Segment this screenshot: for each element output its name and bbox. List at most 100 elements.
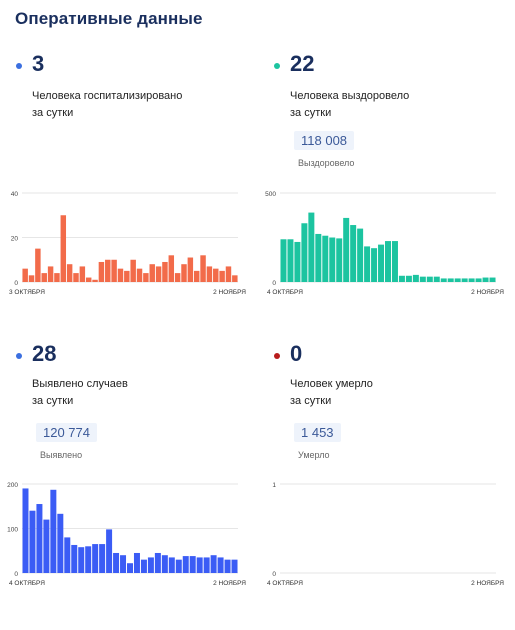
cases-bar <box>64 537 71 573</box>
hosp-bar <box>162 261 168 282</box>
cases-bar <box>161 555 168 573</box>
cases-bar <box>224 559 231 573</box>
cases-bar <box>133 552 140 573</box>
hosp-bar <box>79 266 86 282</box>
hosp-bar <box>124 270 130 282</box>
hosp-bar <box>143 273 149 282</box>
hosp-bar <box>187 257 194 282</box>
hosp-ytick-label: 40 <box>11 191 19 198</box>
cases-desc-line2: за сутки <box>32 395 74 407</box>
deaths-ytick-label: 1 <box>272 482 276 489</box>
recovered-bar <box>433 276 440 282</box>
recovered-dot <box>274 63 280 69</box>
hosp-bar <box>111 259 117 282</box>
cases-ytick-label: 0 <box>14 571 18 578</box>
cases-bar <box>168 557 175 573</box>
recovered-bar <box>294 241 301 282</box>
cases-bar <box>182 556 189 573</box>
deaths-total-label: Умерло <box>298 450 330 460</box>
hosp-bar <box>98 261 105 282</box>
hosp-ytick-label: 0 <box>14 280 18 287</box>
cases-bar <box>113 552 120 573</box>
cases-bar <box>196 557 203 573</box>
hosp-desc: Человека госпитализировано за сутки <box>32 88 252 122</box>
page-title: Оперативные данные <box>15 9 203 28</box>
cases-bar <box>85 546 92 573</box>
cases-bar <box>92 544 99 573</box>
cases-bar <box>210 555 217 573</box>
recovered-bar <box>475 278 482 282</box>
hosp-bar <box>206 266 213 282</box>
hosp-bar <box>35 248 41 282</box>
recovered-bar <box>378 244 385 282</box>
hosp-ytick-label: 20 <box>11 236 19 243</box>
cases-value: 28 <box>32 341 57 366</box>
recovered-bar <box>343 217 350 282</box>
cases-desc: Выявлено случаев за сутки <box>32 376 252 410</box>
recovered-bar <box>308 212 315 282</box>
recovered-chart: 0 500 4 ОКТЯБРЯ 2 НОЯБРЯ <box>265 191 504 296</box>
cases-bar <box>127 563 133 573</box>
recovered-bar <box>419 276 426 282</box>
recovered-bar <box>301 223 308 282</box>
deaths-desc: Человек умерло за сутки <box>290 376 510 410</box>
cases-panel: 28 Выявлено случаев за сутки 120 774 Выя… <box>0 330 250 630</box>
cases-bar <box>140 559 147 573</box>
deaths-value: 0 <box>290 341 303 366</box>
cases-bar <box>36 504 43 573</box>
recovered-bar <box>405 275 412 282</box>
recovered-x-start-label: 4 ОКТЯБРЯ <box>267 289 303 296</box>
cases-x-end-label: 2 НОЯБРЯ <box>213 580 246 587</box>
recovered-bar <box>391 241 398 282</box>
recovered-bar <box>461 278 468 282</box>
hosp-bar <box>117 268 124 282</box>
hosp-bar <box>193 270 200 282</box>
recovered-bar <box>426 276 433 282</box>
hosp-bar <box>130 259 136 282</box>
hosp-bar <box>149 264 155 282</box>
hosp-bar <box>92 279 98 282</box>
hosp-chart: 0 20 40 3 ОКТЯБРЯ 2 НОЯБРЯ <box>9 191 246 296</box>
cases-x-start-label: 4 ОКТЯБРЯ <box>9 580 45 587</box>
cases-bar <box>22 488 29 573</box>
hosp-x-start-label: 3 ОКТЯБРЯ <box>9 289 45 296</box>
hosp-bar <box>155 266 162 282</box>
deaths-ytick-label: 0 <box>272 571 276 578</box>
recovered-x-end-label: 2 НОЯБРЯ <box>471 289 504 296</box>
hosp-bar <box>60 215 67 282</box>
cases-total-label: Выявлено <box>40 450 83 460</box>
hosp-bar <box>181 264 187 282</box>
cases-bar <box>147 557 154 573</box>
cases-bar <box>57 513 64 573</box>
hosp-desc-line2: за сутки <box>32 107 74 119</box>
recovered-bar <box>398 275 405 282</box>
cases-bar <box>29 510 36 573</box>
hosp-bar <box>73 273 79 282</box>
cases-bar <box>217 557 224 573</box>
hosp-bar <box>168 255 175 282</box>
cases-bar <box>99 544 106 573</box>
hosp-x-end-label: 2 НОЯБРЯ <box>213 289 246 296</box>
cases-bar <box>231 559 238 573</box>
hosp-dot <box>16 63 22 69</box>
deaths-chart: 0 1 4 ОКТЯБРЯ 2 НОЯБРЯ <box>267 482 504 587</box>
cases-ytick-label: 200 <box>7 482 18 489</box>
cases-total: 120 774 <box>36 423 97 442</box>
recovered-bar <box>287 239 294 282</box>
hosp-bar <box>232 275 238 282</box>
deaths-x-end-label: 2 НОЯБРЯ <box>471 580 504 587</box>
recovered-desc-line1: Человека выздоровело <box>290 90 410 102</box>
hosp-bar <box>219 270 225 282</box>
recovered-bar <box>447 278 454 282</box>
recovered-total-label: Выздоровело <box>298 158 355 168</box>
deaths-desc-line2: за сутки <box>290 395 332 407</box>
cases-bar <box>203 557 210 573</box>
hosp-bar <box>47 266 54 282</box>
hosp-bar <box>28 275 35 282</box>
recovered-bar <box>364 246 371 282</box>
cases-dot <box>16 353 22 359</box>
recovered-bar <box>371 248 378 282</box>
hosp-desc-line1: Человека госпитализировано <box>32 90 183 102</box>
cases-bar <box>120 555 127 573</box>
recovered-bar <box>350 225 357 282</box>
